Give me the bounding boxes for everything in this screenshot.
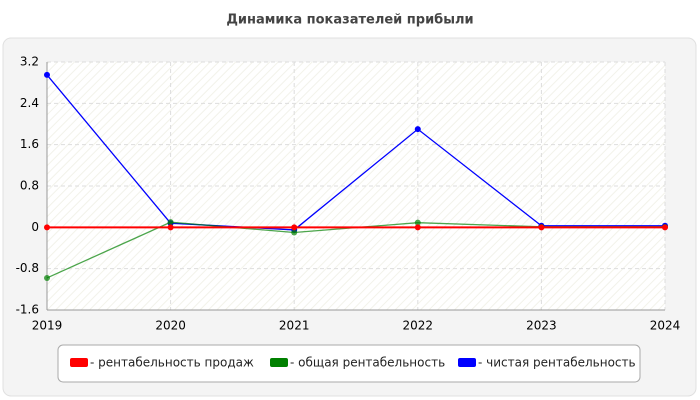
x-tick-label: 2022	[403, 319, 434, 333]
x-tick-label: 2020	[155, 319, 186, 333]
series-line	[46, 74, 665, 231]
y-tick-label: 0.8	[20, 179, 39, 193]
legend-label: - чистая рентабельность	[478, 356, 636, 370]
y-tick-label: 2.4	[20, 96, 39, 110]
data-point	[44, 71, 50, 78]
x-tick-label: 2023	[526, 319, 557, 333]
data-point	[538, 224, 545, 231]
data-point	[414, 219, 421, 226]
legend-label: - общая рентабельность	[290, 356, 445, 370]
legend	[57, 344, 641, 383]
data-point	[291, 224, 298, 231]
legend-label: - рентабельность продаж	[90, 356, 254, 370]
data-point	[44, 224, 50, 231]
x-tick-label: 2019	[32, 319, 63, 333]
data-point	[167, 219, 174, 226]
legend-swatch	[70, 358, 88, 367]
data-point	[414, 224, 421, 231]
y-tick-label: -0.8	[16, 261, 39, 275]
x-tick-label: 2024	[650, 319, 681, 333]
y-tick-label: 1.6	[20, 137, 39, 151]
data-point	[167, 224, 174, 231]
x-tick-label: 2021	[279, 319, 310, 333]
data-point	[291, 229, 298, 236]
y-tick-label: 3.2	[20, 55, 39, 69]
data-point	[414, 126, 421, 133]
data-point	[662, 224, 668, 231]
chart-title: Динамика показателей прибыли	[226, 13, 473, 28]
data-point	[44, 274, 50, 281]
legend-swatch	[458, 358, 476, 367]
y-tick-label: -1.6	[16, 303, 39, 317]
y-tick-label: 0	[31, 220, 39, 234]
legend-swatch	[270, 358, 288, 367]
